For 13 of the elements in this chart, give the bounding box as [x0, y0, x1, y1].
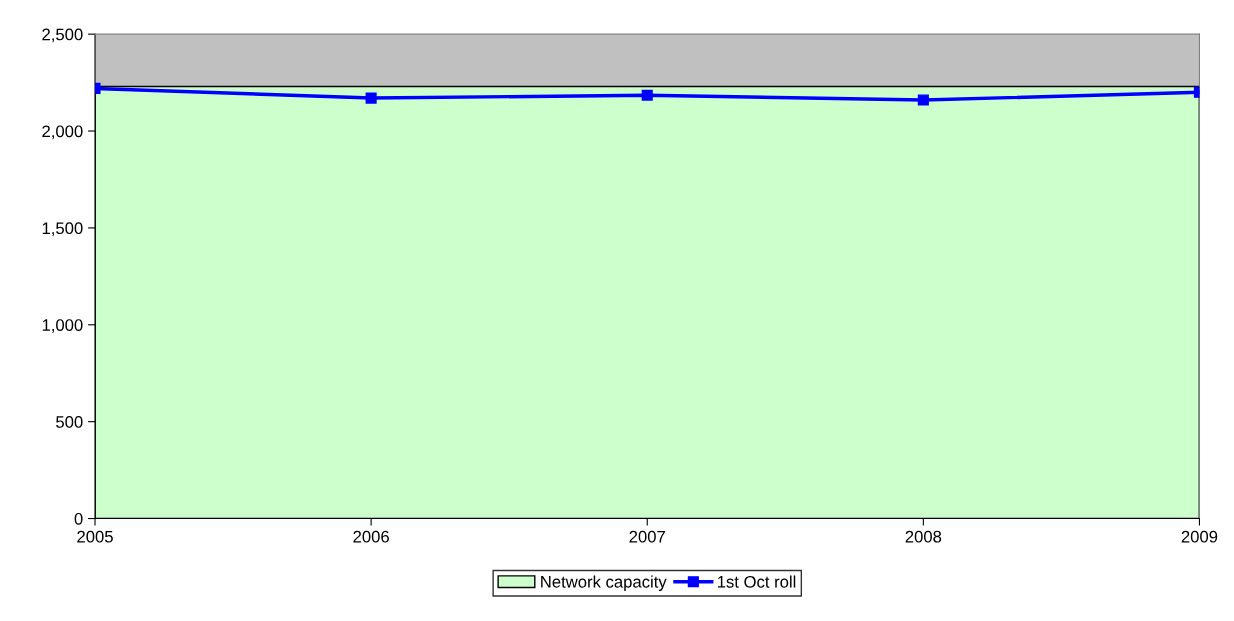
x-tick-label: 2006: [353, 530, 389, 543]
y-tick-label: 2,000: [42, 125, 83, 140]
y-tick-label: 0: [74, 512, 83, 525]
legend-label: Network capacity: [541, 575, 667, 591]
y-tick-label: 1,500: [42, 222, 83, 237]
x-tick-label: 2005: [77, 530, 113, 543]
y-tick-label: 1,000: [42, 319, 83, 333]
legend-label: 1st Oct roll: [717, 575, 796, 588]
x-tick-label: 2008: [905, 530, 942, 543]
x-tick-label: 2009: [1181, 530, 1218, 543]
x-tick-label: 2007: [629, 530, 665, 543]
y-tick-label: 2,500: [42, 28, 83, 43]
y-tick-label: 500: [56, 416, 83, 428]
